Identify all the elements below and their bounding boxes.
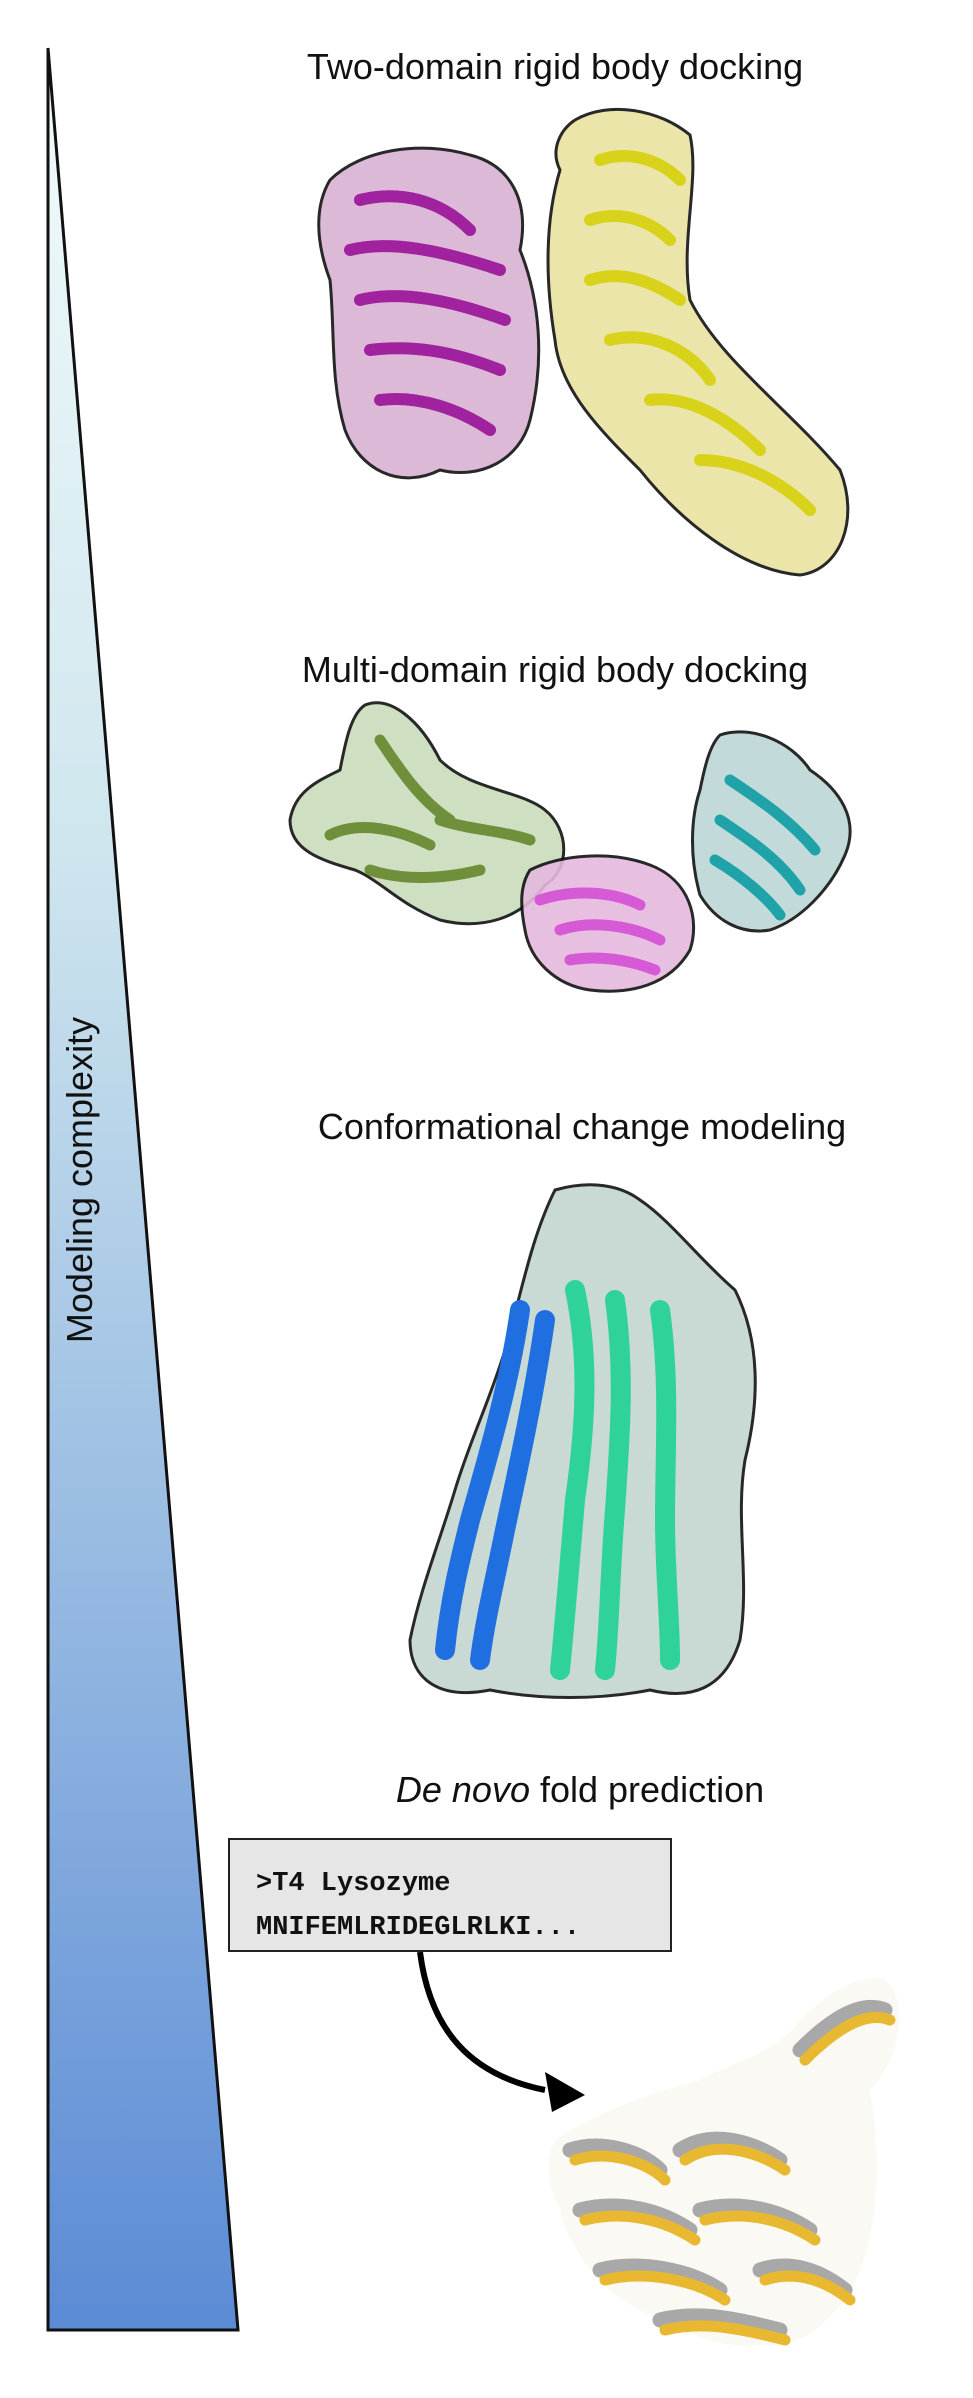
panel-title-multi-domain: Multi-domain rigid body docking xyxy=(301,649,809,690)
panel-title-two-domain: Two-domain rigid body docking xyxy=(306,46,804,87)
sequence-text: MNIFEMLRIDEGLRLKI... xyxy=(256,1913,581,1943)
axis-label: Modeling complexity xyxy=(59,1016,100,1344)
protein-magenta-domain xyxy=(317,146,541,480)
panel-title-de-novo-rest: fold prediction xyxy=(529,1769,765,1810)
arrow-head xyxy=(545,2072,585,2112)
protein-olive-domain xyxy=(288,701,566,926)
protein-yellow-domain xyxy=(546,107,850,577)
panel-title-de-novo: De novo fold prediction xyxy=(360,1769,800,1811)
prediction-arrow xyxy=(417,1951,546,2093)
protein-membrane-domain xyxy=(408,1183,757,1699)
predicted-structure xyxy=(548,1978,900,2346)
protein-pink-domain xyxy=(520,854,696,993)
sequence-header: >T4 Lysozyme xyxy=(256,1869,451,1899)
panel-title-conformational: Conformational change modeling xyxy=(317,1106,847,1147)
complexity-wedge xyxy=(46,47,240,2332)
protein-teal-domain xyxy=(691,730,852,933)
panel-title-de-novo-italic: De novo xyxy=(395,1769,530,1810)
sequence-box: >T4 Lysozyme MNIFEMLRIDEGLRLKI... xyxy=(228,1838,672,1952)
